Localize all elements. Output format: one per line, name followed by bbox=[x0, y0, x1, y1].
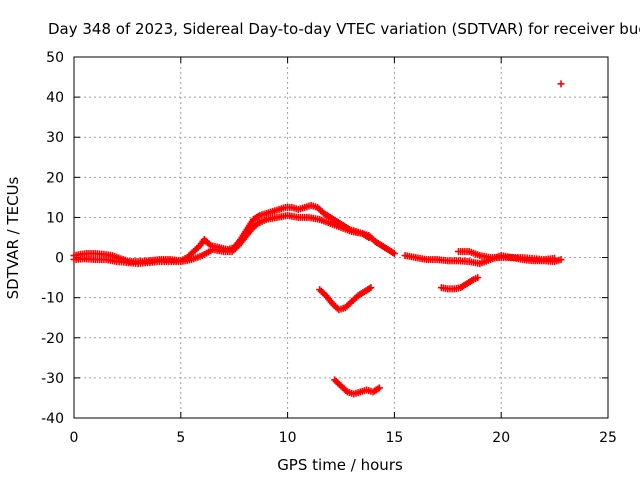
data-point bbox=[557, 80, 565, 88]
y-tick-label: 50 bbox=[46, 50, 64, 66]
axis-ticks: 0 5 10 15 20 25 -40 -30 -20 -10 0 10 20 30 40 50 bbox=[41, 50, 617, 446]
x-tick-label: 25 bbox=[599, 430, 617, 446]
y-tick-label: -30 bbox=[41, 371, 64, 387]
grid-lines bbox=[74, 57, 608, 418]
data-point bbox=[551, 254, 559, 262]
y-tick-label: -10 bbox=[41, 291, 64, 307]
data-point bbox=[375, 384, 383, 392]
data-point bbox=[365, 234, 373, 241]
x-tick-label: 5 bbox=[176, 430, 185, 446]
x-tick-label: 0 bbox=[70, 430, 79, 446]
data-point bbox=[474, 274, 482, 282]
data-point bbox=[367, 284, 375, 292]
plot-frame bbox=[73, 56, 609, 419]
y-tick-label: 0 bbox=[55, 251, 64, 267]
chart-title: Day 348 of 2023, Sidereal Day-to-day VTE… bbox=[48, 20, 640, 38]
x-axis-label: GPS time / hours bbox=[277, 456, 403, 474]
y-tick-label: -20 bbox=[41, 331, 64, 347]
x-tick-label: 15 bbox=[385, 430, 403, 446]
y-tick-label: 10 bbox=[46, 210, 64, 226]
y-tick-label: -40 bbox=[41, 411, 64, 427]
data-point bbox=[390, 250, 398, 258]
x-tick-label: 10 bbox=[279, 430, 297, 446]
data-points bbox=[70, 80, 565, 398]
y-tick-label: 40 bbox=[46, 90, 64, 106]
y-tick-label: 30 bbox=[46, 130, 64, 146]
y-axis-label: SDTVAR / TECUs bbox=[4, 176, 22, 299]
y-tick-label: 20 bbox=[46, 170, 64, 186]
x-tick-label: 20 bbox=[492, 430, 510, 446]
data-point bbox=[557, 256, 565, 264]
